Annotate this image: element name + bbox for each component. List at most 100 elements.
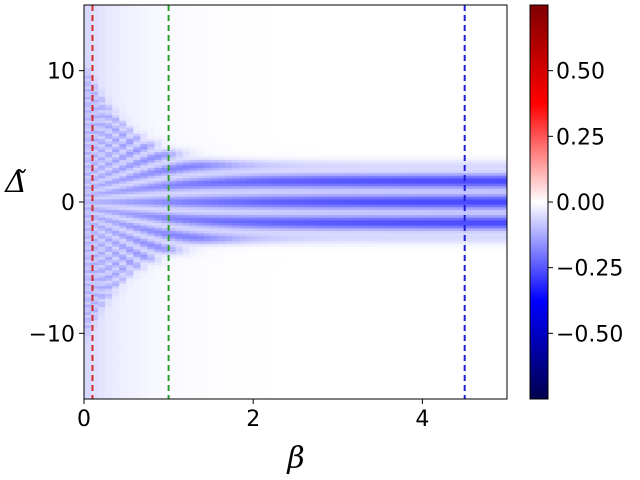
heatmap-cell (239, 380, 247, 384)
heatmap-cell (105, 304, 113, 308)
heatmap-cell (267, 188, 275, 193)
heatmap-cell (189, 110, 198, 114)
heatmap-cell (119, 270, 127, 274)
heatmap-cell (105, 278, 113, 282)
heatmap-cell (133, 244, 141, 248)
heatmap-cell (217, 270, 226, 274)
heatmap-cell (133, 388, 141, 392)
heatmap-cell (182, 5, 191, 9)
heatmap-cell (175, 225, 184, 229)
heatmap-cell (232, 47, 240, 51)
heatmap-cell (91, 293, 99, 298)
heatmap-cell (309, 375, 318, 379)
heatmap-cell (203, 36, 212, 40)
heatmap-cell (274, 375, 282, 379)
heatmap-cell (309, 259, 318, 264)
heatmap-cell (295, 396, 304, 399)
heatmap-cell (161, 215, 170, 219)
heatmap-cell (161, 209, 170, 214)
heatmap-cell (175, 396, 184, 399)
heatmap-cell (281, 146, 290, 151)
heatmap-cell (246, 83, 254, 88)
heatmap-cell (274, 354, 282, 358)
heatmap-cell (133, 341, 141, 345)
heatmap-cell (84, 191, 92, 195)
heatmap-cell (203, 152, 212, 156)
heatmap-cell (140, 10, 149, 14)
heatmap-cell (196, 307, 205, 311)
heatmap-cell (161, 120, 170, 124)
heatmap-cell (309, 333, 318, 337)
heatmap-cell (126, 57, 134, 61)
heatmap-cell (91, 141, 99, 145)
heatmap-cell (232, 89, 240, 93)
heatmap-cell (302, 47, 311, 51)
heatmap-cell (239, 283, 247, 287)
heatmap-cell (105, 249, 113, 253)
heatmap-cell (295, 314, 304, 319)
heatmap-cell (161, 62, 170, 67)
heatmap-cell (154, 112, 163, 116)
heatmap-cell (154, 228, 163, 232)
heatmap-cell (288, 391, 297, 395)
heatmap-cell (175, 230, 184, 235)
heatmap-cell (196, 191, 205, 195)
heatmap-cell (253, 307, 261, 311)
heatmap-cell (112, 317, 120, 321)
heatmap-cell (309, 170, 318, 174)
heatmap-cell (309, 293, 318, 298)
heatmap-cell (133, 309, 141, 313)
heatmap-cell (295, 28, 304, 32)
heatmap-cell (196, 52, 205, 56)
heatmap-cell (225, 233, 233, 237)
heatmap-cell (253, 317, 261, 321)
heatmap-cell (182, 301, 191, 306)
heatmap-cell (288, 131, 297, 135)
heatmap-cell (253, 165, 261, 169)
heatmap-cell (288, 338, 297, 342)
heatmap-cell (91, 60, 99, 64)
heatmap-cell (239, 385, 247, 390)
heatmap-cell (203, 265, 212, 269)
heatmap-cell (91, 199, 99, 203)
heatmap-cell (168, 47, 177, 51)
heatmap-cell (210, 367, 219, 371)
heatmap-cell (203, 68, 212, 72)
heatmap-cell (168, 112, 177, 116)
heatmap-cell (182, 39, 191, 43)
heatmap-cell (309, 54, 318, 59)
heatmap-cell (260, 107, 268, 111)
heatmap-cell (225, 207, 233, 211)
heatmap-cell (267, 230, 275, 235)
heatmap-cell (154, 259, 163, 264)
heatmap-cell (175, 52, 184, 56)
heatmap-cell (189, 86, 198, 90)
heatmap-cell (253, 320, 261, 324)
heatmap-cell (225, 280, 233, 285)
heatmap-cell (302, 335, 311, 340)
heatmap-cell (309, 322, 318, 327)
heatmap-cell (217, 86, 226, 90)
heatmap-cell (274, 225, 282, 229)
heatmap-cell (309, 341, 318, 345)
heatmap-cell (161, 304, 170, 308)
heatmap-cell (147, 359, 156, 363)
heatmap-cell (98, 23, 106, 27)
heatmap-cell (182, 338, 191, 342)
heatmap-cell (302, 183, 311, 187)
heatmap-cell (112, 20, 120, 24)
heatmap-cell (154, 220, 163, 224)
heatmap-cell (154, 36, 163, 40)
heatmap-cell (217, 283, 226, 287)
heatmap-cell (302, 283, 311, 287)
heatmap-cell (295, 259, 304, 264)
heatmap-cell (182, 230, 191, 235)
heatmap-cell (274, 173, 282, 177)
heatmap-cell (232, 259, 240, 264)
heatmap-cell (302, 238, 311, 242)
heatmap-cell (84, 359, 92, 363)
heatmap-cell (105, 149, 113, 153)
heatmap-cell (126, 110, 134, 114)
heatmap-cell (140, 341, 149, 345)
heatmap-cell (232, 94, 240, 98)
